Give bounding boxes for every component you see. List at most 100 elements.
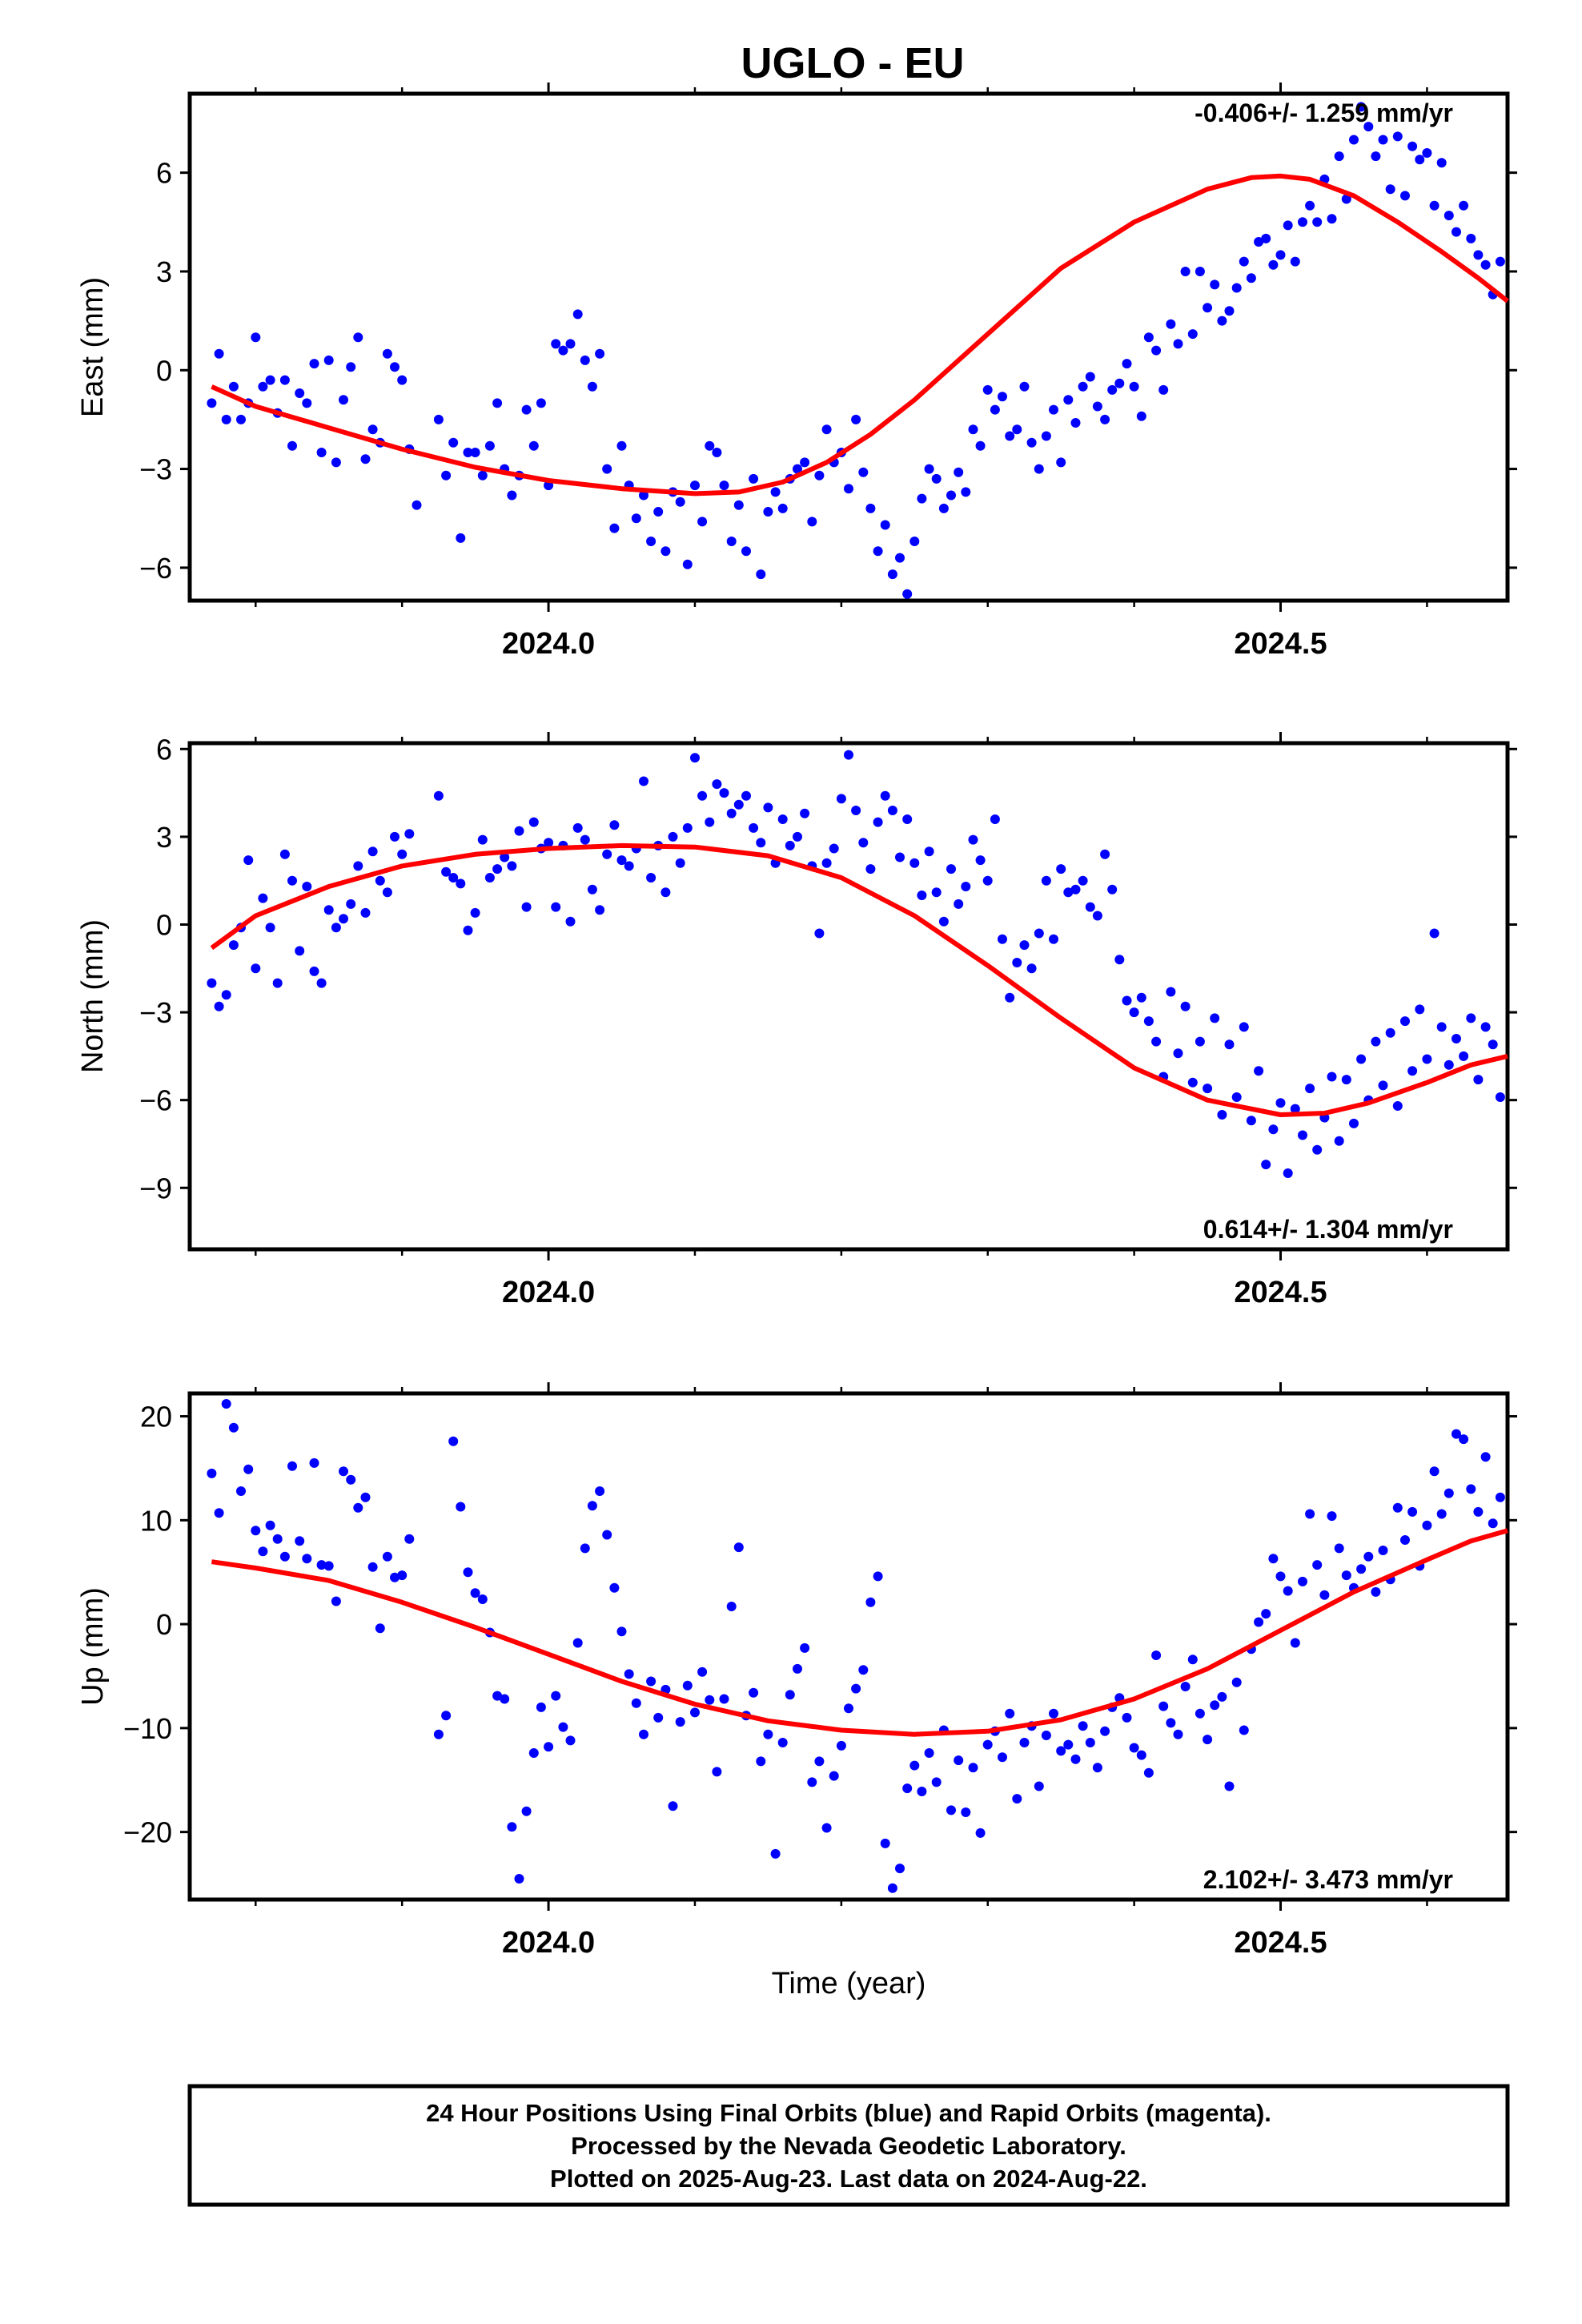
east-point <box>441 470 452 480</box>
up-point <box>1034 1781 1044 1791</box>
east-xtick-label: 2024.0 <box>502 627 595 661</box>
east-point <box>521 404 532 415</box>
up-point <box>456 1502 466 1512</box>
up-point <box>865 1597 876 1607</box>
up-point <box>1063 1739 1074 1750</box>
caption-box <box>187 2084 1510 2207</box>
north-point <box>1385 1027 1395 1038</box>
up-point <box>1041 1731 1051 1740</box>
north-point <box>470 907 480 918</box>
east-point <box>1283 220 1293 231</box>
x-axis-label: Time (year) <box>772 1967 926 2000</box>
east-point <box>463 448 473 457</box>
north-point <box>602 849 612 859</box>
up-point <box>1231 1677 1242 1687</box>
up-point <box>279 1551 290 1562</box>
up-rate-label: 2.102+/- 3.473 mm/yr <box>1203 1865 1453 1894</box>
up-point <box>631 1698 641 1708</box>
north-point <box>1246 1116 1256 1126</box>
east-point <box>1107 384 1118 395</box>
north-point <box>1195 1036 1205 1047</box>
east-point <box>705 440 715 451</box>
east-point <box>726 537 737 546</box>
north-point <box>243 855 254 866</box>
east-point <box>1356 102 1367 112</box>
up-point <box>1400 1535 1410 1545</box>
up-point <box>1187 1655 1198 1665</box>
up-point <box>353 1502 363 1513</box>
east-point <box>1049 404 1058 415</box>
up-point <box>1443 1488 1454 1498</box>
east-point <box>339 395 348 405</box>
east-point <box>873 546 883 557</box>
up-point <box>961 1807 971 1817</box>
east-point <box>1034 464 1044 474</box>
north-point <box>968 834 978 845</box>
up-point <box>954 1755 964 1766</box>
up-point <box>1019 1738 1030 1747</box>
east-point <box>1385 184 1395 195</box>
north-ytick-label: −9 <box>139 1172 172 1204</box>
east-point <box>1473 250 1484 260</box>
east-point <box>616 440 627 451</box>
north-point <box>456 879 466 889</box>
north-point <box>938 916 949 927</box>
east-point <box>1041 431 1051 441</box>
east-point <box>1210 279 1220 290</box>
east-point <box>844 484 853 494</box>
up-point <box>1012 1794 1022 1804</box>
east-point <box>682 559 693 569</box>
north-point <box>309 966 319 976</box>
up-point <box>1495 1492 1505 1502</box>
east-point <box>316 448 327 457</box>
north-point <box>1129 1007 1139 1018</box>
caption-line-1: 24 Hour Positions Using Final Orbits (bl… <box>426 2099 1271 2127</box>
up-point <box>873 1571 883 1582</box>
north-point <box>917 891 927 900</box>
up-point <box>595 1486 605 1496</box>
up-point <box>690 1707 700 1718</box>
north-point <box>1005 992 1015 1003</box>
up-point <box>1459 1434 1469 1445</box>
north-point <box>1268 1124 1279 1135</box>
north-frame <box>187 741 1510 1252</box>
east-point <box>851 414 861 424</box>
up-point <box>1334 1543 1344 1554</box>
north-point <box>1056 864 1066 875</box>
up-point <box>1217 1691 1227 1702</box>
up-point <box>814 1756 825 1767</box>
east-point <box>1290 256 1300 267</box>
up-point <box>712 1767 722 1777</box>
up-point <box>785 1690 795 1700</box>
east-point <box>433 414 444 424</box>
east-point <box>1495 256 1505 267</box>
north-point <box>1231 1092 1242 1102</box>
north-point <box>697 790 708 801</box>
east-point <box>1187 329 1198 340</box>
panel-north: −9 −6 −3 0 3 6 2024.0 2024.5 North (mm) 0.614+/- … <box>76 732 1517 1309</box>
east-point <box>580 355 590 365</box>
east-point <box>1407 141 1418 151</box>
up-point <box>946 1805 956 1815</box>
north-point <box>1378 1080 1388 1091</box>
north-point <box>295 946 305 956</box>
east-point <box>528 440 539 451</box>
north-point <box>1261 1160 1271 1170</box>
north-point <box>895 852 905 862</box>
east-point <box>302 398 312 408</box>
north-point <box>331 923 341 933</box>
up-point <box>1143 1767 1154 1778</box>
east-point <box>558 345 568 356</box>
up-point <box>1224 1781 1235 1791</box>
up-point <box>909 1760 920 1771</box>
north-point <box>1041 875 1051 886</box>
east-point <box>749 473 759 484</box>
north-point <box>639 776 648 786</box>
east-point <box>251 332 261 343</box>
north-point <box>1122 995 1132 1006</box>
north-point <box>528 817 539 827</box>
east-point <box>865 503 876 513</box>
east-point <box>448 437 459 448</box>
up-point <box>346 1474 356 1485</box>
up-point <box>756 1756 766 1767</box>
